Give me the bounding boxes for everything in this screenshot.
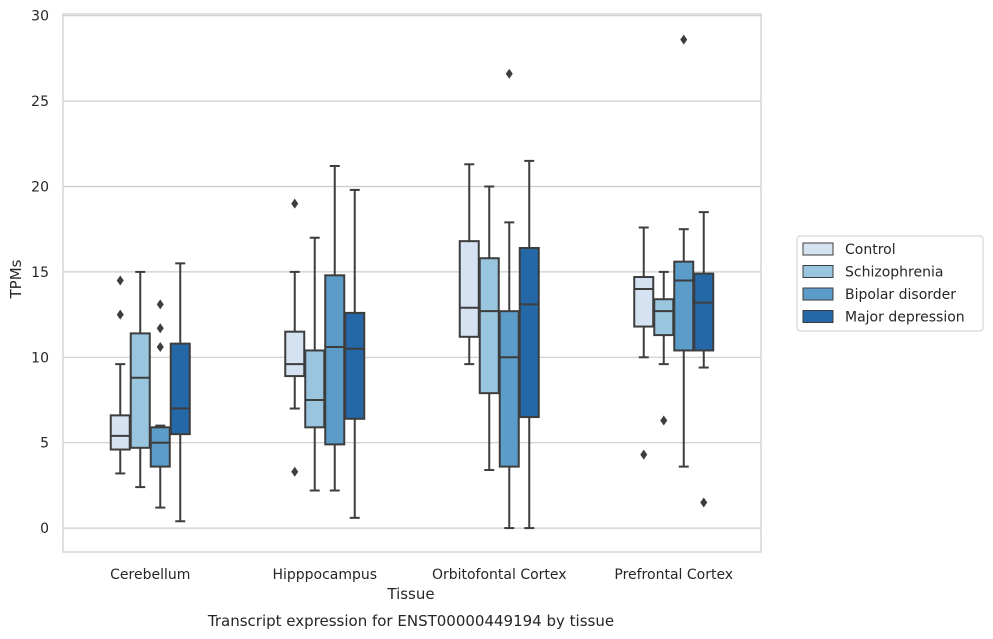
box-schizophrenia bbox=[478, 185, 500, 472]
box-iqr bbox=[304, 349, 326, 429]
y-tick-label: 5 bbox=[40, 436, 49, 452]
legend-swatch bbox=[802, 242, 834, 256]
outlier-point bbox=[505, 68, 513, 79]
legend-swatch bbox=[802, 265, 834, 278]
legend-swatch bbox=[802, 287, 834, 301]
outlier-point bbox=[700, 497, 708, 508]
y-tick-label: 25 bbox=[31, 94, 49, 110]
outlier-point bbox=[156, 299, 164, 310]
box-iqr bbox=[169, 342, 191, 436]
box-iqr bbox=[478, 257, 500, 395]
outlier-point bbox=[116, 275, 124, 286]
box-major-depression bbox=[169, 262, 191, 523]
box-control bbox=[109, 275, 131, 475]
outlier-point bbox=[680, 34, 688, 45]
box-major-depression bbox=[344, 188, 366, 519]
box-iqr bbox=[673, 260, 695, 352]
outlier-point bbox=[291, 198, 299, 209]
chart-caption: Transcript expression for ENST0000044919… bbox=[207, 612, 614, 630]
outlier-point bbox=[660, 415, 668, 426]
outlier-point bbox=[156, 342, 164, 353]
y-tick-label: 0 bbox=[40, 521, 49, 537]
outlier-point bbox=[116, 309, 124, 320]
box-iqr bbox=[498, 310, 520, 468]
outlier-point bbox=[156, 323, 164, 334]
box-iqr bbox=[344, 311, 366, 420]
box-groups bbox=[109, 34, 715, 530]
box-iqr bbox=[518, 246, 540, 419]
legend-label: Major depression bbox=[845, 310, 965, 326]
box-iqr bbox=[129, 332, 151, 449]
legend: Control Schizophrenia Bipolar disorder Majo… bbox=[796, 235, 984, 332]
y-axis-ticks: 0 5 10 15 20 25 30 bbox=[31, 9, 49, 537]
outlier-point bbox=[291, 466, 299, 477]
outlier-point bbox=[640, 449, 648, 460]
y-tick-label: 30 bbox=[31, 9, 49, 25]
x-axis-label: Tissue bbox=[386, 585, 434, 603]
y-tick-label: 10 bbox=[31, 350, 49, 366]
box-schizophrenia bbox=[129, 270, 151, 489]
box-bipolar-disorder bbox=[149, 299, 171, 509]
box-control bbox=[284, 198, 306, 477]
box-iqr bbox=[284, 330, 306, 378]
x-tick-label: Prefrontal Cortex bbox=[614, 567, 733, 583]
box-iqr bbox=[324, 274, 346, 446]
y-axis-label: TPMs bbox=[7, 259, 25, 299]
box-bipolar-disorder bbox=[673, 34, 695, 468]
box-iqr bbox=[458, 240, 480, 338]
legend-label: Bipolar disorder bbox=[845, 287, 956, 303]
x-tick-label: Cerebellum bbox=[110, 567, 190, 583]
x-tick-label: Orbitofontal Cortex bbox=[432, 567, 567, 583]
box-iqr bbox=[149, 426, 171, 468]
x-axis-ticks: Cerebellum Hipppocampus Orbitofontal Corte… bbox=[110, 567, 733, 583]
legend-swatch bbox=[802, 310, 834, 323]
legend-label: Control bbox=[845, 242, 896, 258]
legend-label: Schizophrenia bbox=[845, 265, 943, 281]
box-major-depression bbox=[518, 159, 540, 530]
box-iqr bbox=[653, 298, 675, 337]
box-iqr bbox=[633, 276, 655, 328]
y-tick-label: 15 bbox=[31, 265, 49, 281]
plot-frame bbox=[62, 13, 762, 553]
y-tick-label: 20 bbox=[31, 180, 49, 196]
legend-frame bbox=[796, 235, 984, 332]
x-tick-label: Hipppocampus bbox=[272, 567, 377, 583]
box-major-depression bbox=[693, 211, 715, 508]
box-schizophrenia bbox=[653, 270, 675, 426]
box-iqr bbox=[693, 272, 715, 352]
box-iqr bbox=[109, 414, 131, 451]
